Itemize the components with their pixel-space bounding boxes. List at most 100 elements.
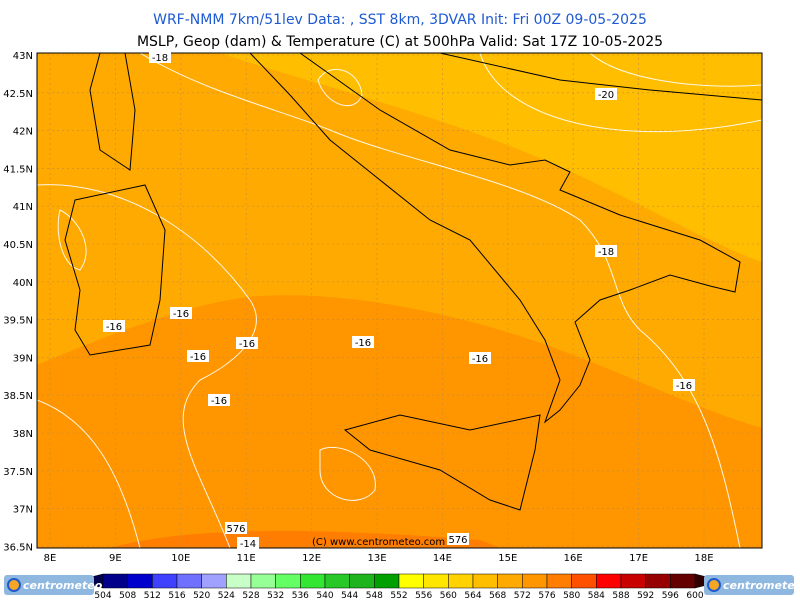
colorbar-swatch xyxy=(102,573,128,589)
contour-label: -16 xyxy=(676,381,692,392)
lat-label: 37.5N xyxy=(3,467,33,478)
colorbar-label: 528 xyxy=(242,591,259,600)
field-564 xyxy=(220,53,762,262)
colorbar-label: 512 xyxy=(144,591,161,600)
colorbar-label: 504 xyxy=(94,591,111,600)
contour-label-box xyxy=(187,350,209,362)
contour-label: 576 xyxy=(226,524,245,535)
contour-label: -16 xyxy=(239,339,255,350)
contour-label: -18 xyxy=(152,53,168,64)
contour-label: -20 xyxy=(598,90,614,101)
colorbar-swatch xyxy=(448,573,474,589)
logo-icon xyxy=(7,578,21,592)
graticule xyxy=(37,53,762,548)
colorbar-swatch xyxy=(324,573,350,589)
contour-label: -16 xyxy=(355,338,371,349)
colorbar-swatch xyxy=(497,573,523,589)
colorbar-swatch xyxy=(152,573,178,589)
colorbar-swatch xyxy=(250,573,276,589)
colorbar-swatch xyxy=(472,573,498,589)
colorbar-label: 576 xyxy=(538,591,555,600)
colorbar-swatch xyxy=(398,573,424,589)
lat-label: 42.5N xyxy=(3,89,33,100)
lon-label: 15E xyxy=(498,553,517,564)
contour-label: -16 xyxy=(211,396,227,407)
lat-label: 42N xyxy=(13,127,33,138)
lat-label: 39N xyxy=(13,353,33,364)
contour-label-box xyxy=(352,336,374,348)
field-576 xyxy=(110,530,500,548)
colorbar-swatch xyxy=(349,573,375,589)
colorbar-label: 508 xyxy=(119,591,136,600)
colorbar-swatch xyxy=(176,573,202,589)
colorbar-label: 540 xyxy=(316,591,333,600)
lon-label: 11E xyxy=(237,553,256,564)
contour-label: -16 xyxy=(472,354,488,365)
logo-box xyxy=(704,575,794,595)
colorbar-label: 520 xyxy=(193,591,210,600)
contour-label: 576 xyxy=(448,535,467,546)
colorbar-label: 564 xyxy=(464,591,481,600)
contour-label: -16 xyxy=(106,322,122,333)
colorbar-swatch xyxy=(571,573,597,589)
colorbar-label: 524 xyxy=(218,591,235,600)
lon-label: 16E xyxy=(564,553,583,564)
lat-label: 40.5N xyxy=(3,240,33,251)
lat-label: 41.5N xyxy=(3,164,33,175)
lat-label: 40N xyxy=(13,278,33,289)
contour-label-box xyxy=(237,537,259,549)
lon-label: 12E xyxy=(302,553,321,564)
colorbar-swatch xyxy=(596,573,622,589)
colorbar-label: 584 xyxy=(588,591,605,600)
contour-label-box xyxy=(170,307,192,319)
logo-text: centrometeo xyxy=(23,579,103,592)
colorbar-swatch xyxy=(300,573,326,589)
lat-label: 38N xyxy=(13,429,33,440)
contour-label-box xyxy=(469,352,491,364)
contour-label-box xyxy=(225,522,247,534)
lon-label: 17E xyxy=(629,553,648,564)
copyright: (C) www.centrometeo.com xyxy=(312,537,445,548)
colorbar-swatch xyxy=(374,573,400,589)
colorbar-label: 596 xyxy=(662,591,679,600)
colorbar-label: 556 xyxy=(415,591,432,600)
colorbar-label: 552 xyxy=(390,591,407,600)
colorbar-label: 588 xyxy=(612,591,629,600)
contour-label: -14 xyxy=(240,539,256,550)
contour-label: -18 xyxy=(598,247,614,258)
lat-label: 36.5N xyxy=(3,542,33,553)
colorbar-label: 536 xyxy=(292,591,309,600)
colorbar-label: 580 xyxy=(563,591,580,600)
colorbar-label: 568 xyxy=(489,591,506,600)
colorbar-swatch xyxy=(522,573,548,589)
contour-label: -16 xyxy=(190,352,206,363)
map-frame xyxy=(36,52,763,549)
title-line1: WRF-NMM 7km/51lev Data: , SST 8km, 3DVAR… xyxy=(153,12,647,28)
colorbar-swatch xyxy=(127,573,153,589)
contour-label-box xyxy=(673,379,695,391)
lon-label: 13E xyxy=(367,553,386,564)
lat-label: 43N xyxy=(13,51,33,62)
contour-label-box xyxy=(236,337,258,349)
lon-label: 8E xyxy=(44,553,57,564)
colorbar-swatch xyxy=(275,573,301,589)
colorbar-swatch xyxy=(226,573,252,589)
colorbar-swatch xyxy=(546,573,572,589)
contour-label-box xyxy=(149,51,171,63)
lat-label: 38.5N xyxy=(3,391,33,402)
colorbar-swatch xyxy=(201,573,227,589)
colorbar-label: 572 xyxy=(514,591,531,600)
lat-label: 37N xyxy=(13,505,33,516)
colorbar-label: 592 xyxy=(637,591,654,600)
colorbar-label: 544 xyxy=(341,591,358,600)
lon-label: 18E xyxy=(694,553,713,564)
field-572 xyxy=(37,295,762,548)
contour-label-box xyxy=(595,245,617,257)
title-line2: MSLP, Geop (dam) & Temperature (C) at 50… xyxy=(137,34,663,50)
lat-label: 39.5N xyxy=(3,316,33,327)
map xyxy=(37,53,762,548)
isotherms xyxy=(37,53,762,548)
colorbar-label: 548 xyxy=(366,591,383,600)
